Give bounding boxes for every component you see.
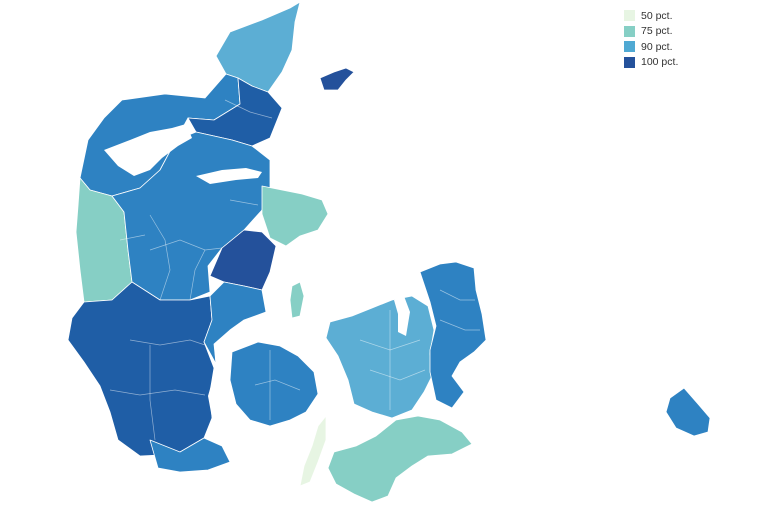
legend-label-100: 100 pct. [641,56,679,69]
limfjord-water [104,124,262,184]
legend-swatch-100 [624,56,635,68]
region-lolland-falster [327,415,473,503]
legend-item-90: 90 pct. [624,39,678,55]
little-belt-water [208,334,240,418]
region-djursland [261,185,329,247]
region-langeland [299,415,327,487]
region-south-jutland-east [149,281,267,473]
legend-item-75: 75 pct. [624,24,678,40]
isefjord-water [394,296,410,336]
region-bornholm [665,387,711,437]
region-funen [229,341,319,427]
legend-swatch-75 [624,25,635,37]
region-south-jutland-west [67,281,215,457]
legend-item-100: 100 pct. [624,55,678,71]
legend-item-50: 50 pct. [624,8,678,24]
legend-label-90: 90 pct. [641,40,673,53]
region-copenhagen-area [419,261,487,409]
region-samso [289,281,305,319]
legend: 50 pct. 75 pct. 90 pct. 100 pct. [624,8,678,70]
region-zealand-west [325,295,435,419]
legend-swatch-50 [624,10,635,22]
region-aarhus [209,229,277,291]
legend-label-50: 50 pct. [641,9,673,22]
region-laeso [319,67,355,91]
municipality-boundaries [109,99,480,441]
legend-swatch-90 [624,41,635,53]
legend-label-75: 75 pct. [641,25,673,38]
